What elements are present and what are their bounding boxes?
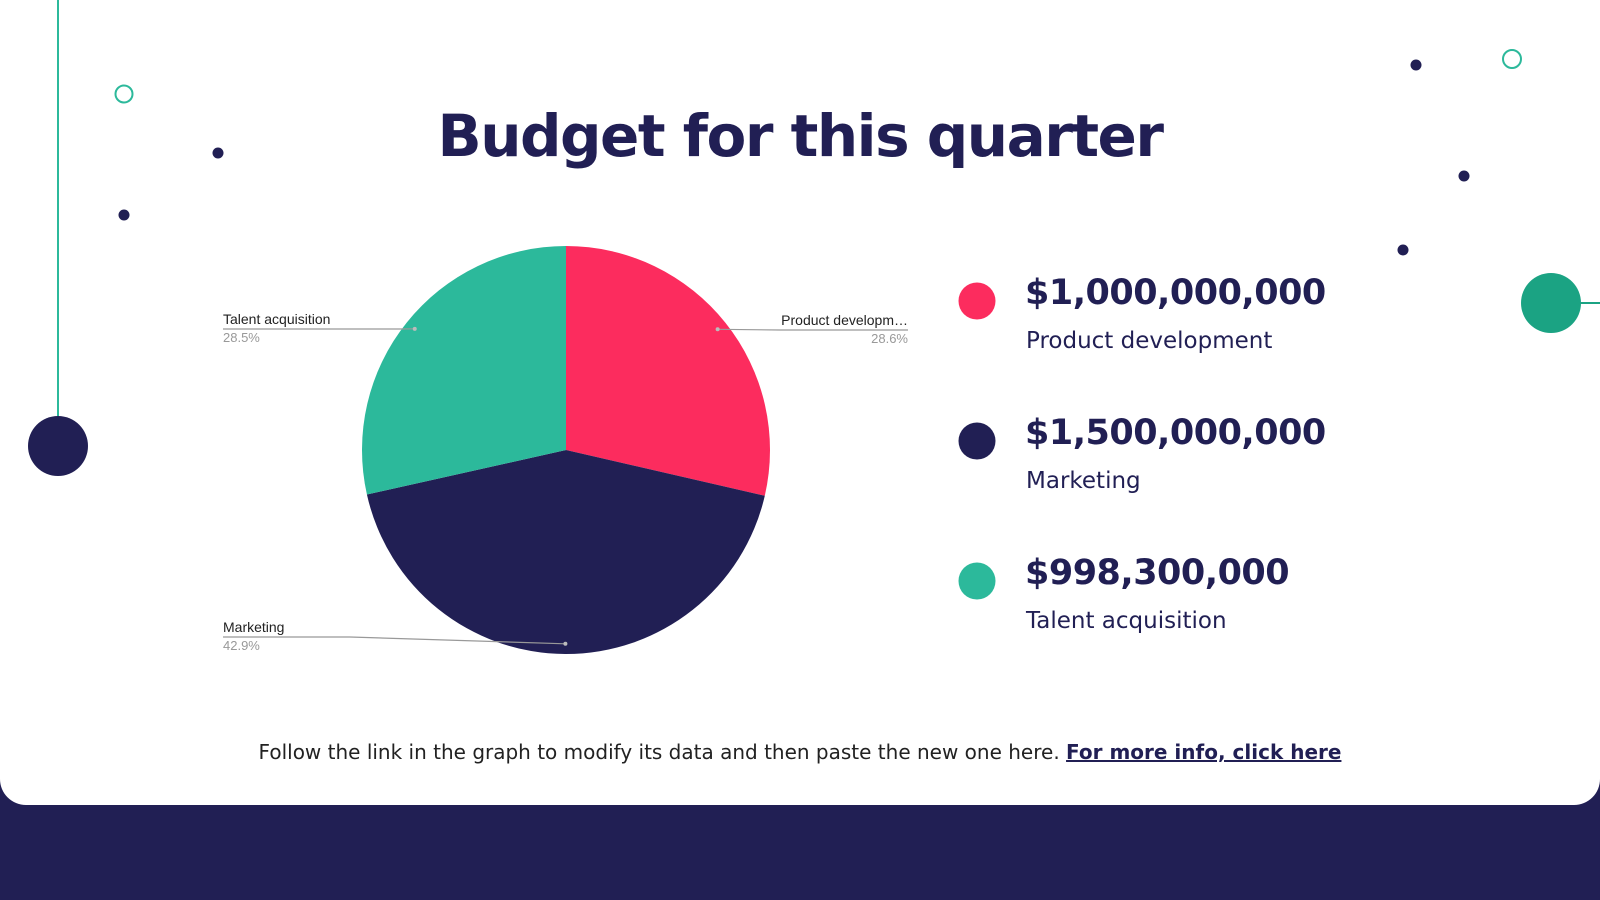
legend-label: Product development — [1026, 328, 1272, 354]
leader-line — [717, 328, 908, 331]
pie-slice — [366, 450, 765, 654]
legend-swatch — [958, 422, 996, 460]
legend-swatch — [958, 562, 996, 600]
slide-card — [0, 0, 1600, 805]
deco-dot — [118, 209, 130, 221]
deco-ring — [1502, 49, 1522, 69]
deco-dot — [1410, 59, 1422, 71]
info-link[interactable]: For more info, click here — [1066, 740, 1342, 764]
leader-dot — [412, 326, 417, 331]
legend-swatch — [958, 282, 996, 320]
slice-value-label: 28.6% — [871, 331, 908, 346]
slice-label: Marketing — [223, 619, 284, 635]
leader-line — [223, 636, 566, 645]
leader-dot — [563, 641, 568, 646]
footer-text: Follow the link in the graph to modify i… — [258, 740, 1060, 764]
deco-dot — [212, 147, 224, 159]
deco-dot — [1458, 170, 1470, 182]
slice-label: Product developm… — [781, 312, 908, 328]
slice-value-label: 28.5% — [223, 330, 260, 345]
pie-slice — [362, 246, 566, 495]
legend-label: Talent acquisition — [1025, 608, 1227, 634]
legend-amount: $1,500,000,000 — [1025, 413, 1326, 453]
deco-dot — [1397, 244, 1409, 256]
chart-title: Budget for this quarter — [438, 102, 1165, 170]
slice-label: Talent acquisition — [223, 311, 330, 327]
footer: Follow the link in the graph to modify i… — [0, 740, 1600, 764]
leader-dot — [715, 327, 720, 332]
deco-circle — [28, 416, 88, 476]
deco-circle — [1521, 273, 1581, 333]
legend-amount: $998,300,000 — [1025, 553, 1289, 593]
legend-label: Marketing — [1026, 468, 1141, 494]
pie-slice — [566, 246, 770, 496]
slice-value-label: 42.9% — [223, 638, 260, 653]
legend-amount: $1,000,000,000 — [1025, 273, 1326, 313]
deco-ring — [114, 84, 134, 104]
